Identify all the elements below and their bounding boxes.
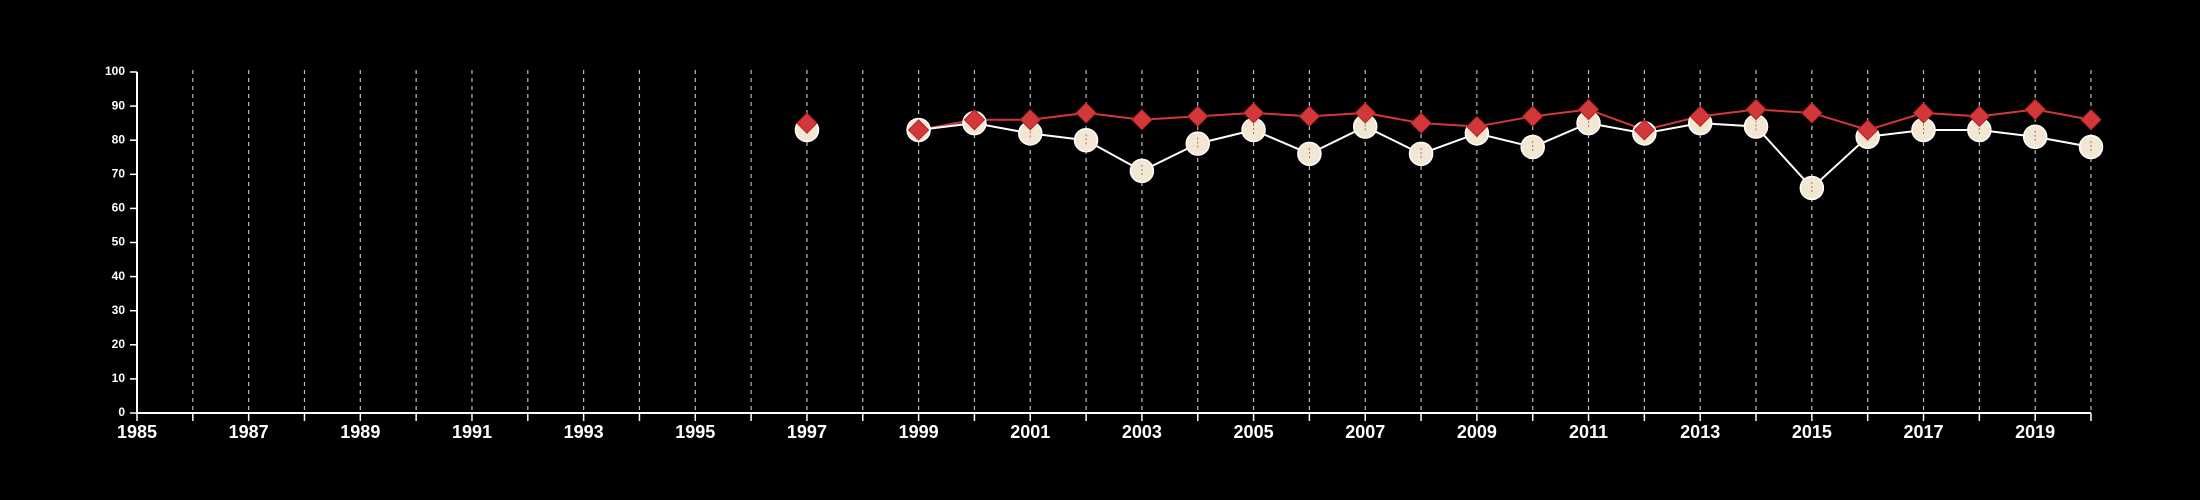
y-tick-label-90: 90 xyxy=(112,98,126,112)
diamond-point-2007 xyxy=(1354,102,1376,124)
diamond-point-2015 xyxy=(1801,102,1823,124)
diamond-point-2009 xyxy=(1466,115,1488,138)
axes: 0 10 20 30 40 50 60 70 80 90 100 1985 1987 1989 1991 19… xyxy=(105,64,2092,442)
x-tick-label-1999: 1999 xyxy=(899,422,939,442)
series-2-segment-2016 xyxy=(1811,136,1869,189)
diamond-point-2005 xyxy=(1242,102,1265,124)
y-tick-label-70: 70 xyxy=(112,166,126,180)
series-1-segment-2016 xyxy=(1811,111,1868,131)
x-tick-label-1997: 1997 xyxy=(787,422,827,442)
diamond-point-2020 xyxy=(2080,109,2102,131)
diamond-point-2002 xyxy=(1075,102,1097,124)
diamond-point-1997 xyxy=(796,112,818,134)
y-tick-label-10: 10 xyxy=(112,371,126,385)
diamond-point-2006 xyxy=(1298,105,1321,128)
diamond-point-2013 xyxy=(1689,105,1711,128)
x-tick-label-2011: 2011 xyxy=(1569,422,1608,442)
x-tick-label-2001: 2001 xyxy=(1010,422,1050,442)
x-tick-label-2017: 2017 xyxy=(1903,422,1943,442)
series-1-segment-2017 xyxy=(1867,111,1924,131)
x-tick-label-1993: 1993 xyxy=(564,422,604,442)
diamond-point-2011 xyxy=(1577,98,1600,121)
x-tick-label-2005: 2005 xyxy=(1234,422,1274,442)
diamond-point-2001 xyxy=(1019,109,1041,131)
diamond-point-1999 xyxy=(907,119,930,141)
series-1-segment-2010 xyxy=(1476,115,1533,128)
series-1-segment-2020 xyxy=(2034,108,2092,121)
x-tick-label-2009: 2009 xyxy=(1457,422,1497,442)
diamond-point-2016 xyxy=(1856,119,1879,141)
diamond-point-2000 xyxy=(963,109,986,131)
x-tick-label-1989: 1989 xyxy=(340,422,380,442)
diamond-point-2003 xyxy=(1131,109,1153,131)
x-tick-label-1991: 1991 xyxy=(452,422,492,442)
diamond-point-2019 xyxy=(2024,98,2046,121)
x-tick-label-1995: 1995 xyxy=(675,422,715,442)
y-tick-label-100: 100 xyxy=(105,64,125,78)
diamond-point-2008 xyxy=(1410,112,1432,134)
y-tick-label-20: 20 xyxy=(112,337,126,351)
diamond-point-2010 xyxy=(1522,105,1544,128)
x-tick-label-2013: 2013 xyxy=(1680,422,1720,442)
diamond-point-2017 xyxy=(1912,102,1935,124)
x-tick-label-2015: 2015 xyxy=(1792,422,1832,442)
series-2-segment-2015 xyxy=(1755,125,1813,189)
y-tick-label-40: 40 xyxy=(112,269,126,283)
y-tick-label-50: 50 xyxy=(112,235,126,249)
x-tick-label-1987: 1987 xyxy=(229,422,269,442)
plot-area xyxy=(794,98,2104,201)
diamond-point-2014 xyxy=(1745,98,1767,121)
y-tick-label-0: 0 xyxy=(118,405,125,419)
diamond-point-2012 xyxy=(1633,119,1656,141)
x-tick-label-2007: 2007 xyxy=(1345,422,1385,442)
y-tick-label-30: 30 xyxy=(112,303,126,317)
diamond-point-2004 xyxy=(1187,105,1209,128)
y-tick-label-80: 80 xyxy=(112,132,126,146)
x-tick-label-2003: 2003 xyxy=(1122,422,1162,442)
x-tick-label-1985: 1985 xyxy=(117,422,157,442)
series-1-segment-2008 xyxy=(1365,111,1422,125)
x-tick-label-2019: 2019 xyxy=(2015,422,2055,442)
diamond-point-2018 xyxy=(1968,105,1991,128)
y-tick-label-60: 60 xyxy=(112,201,126,215)
